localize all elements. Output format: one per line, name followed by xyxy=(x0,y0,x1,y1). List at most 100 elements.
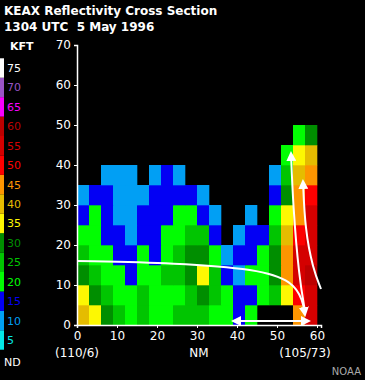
cell xyxy=(113,285,125,305)
color-bar-label: 35 xyxy=(7,217,21,230)
subtitle: 1304 UTC 5 May 1996 xyxy=(4,20,154,34)
cell xyxy=(173,245,185,265)
cell xyxy=(161,285,173,305)
color-swatch xyxy=(0,233,4,252)
axis: 010203040506070 xyxy=(56,38,78,332)
cell xyxy=(209,265,221,285)
cell xyxy=(233,225,245,245)
cell xyxy=(185,285,197,305)
cell xyxy=(161,305,173,325)
cell xyxy=(233,245,245,265)
cell xyxy=(197,285,209,305)
plot-area xyxy=(77,125,317,325)
cell xyxy=(89,265,101,285)
flow-arrows xyxy=(77,153,321,321)
tick: 10 xyxy=(56,278,77,292)
tick-label: 10 xyxy=(110,329,125,343)
annotation: NOAA xyxy=(332,366,361,377)
cell xyxy=(245,225,257,245)
tick-label: 50 xyxy=(56,118,71,132)
cell xyxy=(245,285,257,305)
cell xyxy=(197,265,209,285)
tick: 20 xyxy=(150,325,165,343)
cell xyxy=(197,205,209,225)
tick: 30 xyxy=(190,325,205,343)
color-bar-label: 10 xyxy=(7,315,21,328)
cell xyxy=(161,185,173,205)
cell xyxy=(101,225,113,245)
cell xyxy=(149,305,161,325)
cell xyxy=(113,305,125,325)
cell xyxy=(89,185,101,205)
cell xyxy=(281,285,293,305)
cell xyxy=(125,165,137,185)
cell xyxy=(113,265,125,285)
tick-mark xyxy=(74,45,77,46)
cell xyxy=(269,245,281,265)
tick-label: 0 xyxy=(74,329,82,343)
cell xyxy=(173,205,185,225)
color-swatch xyxy=(0,78,4,97)
color-bar-label: 25 xyxy=(7,256,21,269)
cell xyxy=(113,165,125,185)
cell xyxy=(137,265,149,285)
cell xyxy=(101,285,113,305)
tick-label: 60 xyxy=(310,329,325,343)
color-swatch xyxy=(0,194,4,213)
cell xyxy=(161,265,173,285)
cell xyxy=(149,185,161,205)
cell xyxy=(161,225,173,245)
cell xyxy=(125,185,137,205)
cell xyxy=(173,305,185,325)
cell xyxy=(149,165,161,185)
tick-mark xyxy=(74,245,77,246)
cell xyxy=(245,205,257,225)
cell xyxy=(185,205,197,225)
cell xyxy=(125,205,137,225)
cell xyxy=(101,205,113,225)
color-bar-label: 5 xyxy=(7,334,14,347)
cell xyxy=(233,285,245,305)
cell xyxy=(209,205,221,225)
color-bar-label: ND xyxy=(4,356,21,369)
tick: 60 xyxy=(310,325,325,343)
cell xyxy=(137,225,149,245)
cell xyxy=(149,285,161,305)
cell xyxy=(221,245,233,265)
tick: 0 xyxy=(74,325,82,343)
cell xyxy=(305,205,317,225)
cell xyxy=(305,285,317,305)
cell xyxy=(209,245,221,265)
color-swatch xyxy=(0,253,4,272)
color-bar-label: 55 xyxy=(7,140,21,153)
cell xyxy=(101,165,113,185)
cell xyxy=(149,205,161,225)
tick-label: 50 xyxy=(270,329,285,343)
cell xyxy=(113,225,125,245)
cell xyxy=(281,225,293,245)
tick-mark xyxy=(74,125,77,126)
color-swatch xyxy=(0,136,4,155)
cell xyxy=(89,285,101,305)
tick-mark xyxy=(74,165,77,166)
cell xyxy=(149,265,161,285)
cell xyxy=(161,165,173,185)
cell xyxy=(293,245,305,265)
cell xyxy=(77,225,89,245)
cell xyxy=(197,185,209,205)
cell xyxy=(269,285,281,305)
cell xyxy=(209,285,221,305)
tick: 40 xyxy=(56,158,77,172)
color-bar-label: 20 xyxy=(7,276,21,289)
color-swatch xyxy=(0,175,4,194)
color-swatch xyxy=(0,272,4,291)
axis-title: NM xyxy=(189,346,208,360)
cell xyxy=(185,245,197,265)
cell xyxy=(221,305,233,325)
cell xyxy=(149,225,161,245)
tick-label: 30 xyxy=(56,198,71,212)
cell xyxy=(185,185,197,205)
cell xyxy=(125,225,137,245)
cell xyxy=(77,185,89,205)
cell xyxy=(197,305,209,325)
